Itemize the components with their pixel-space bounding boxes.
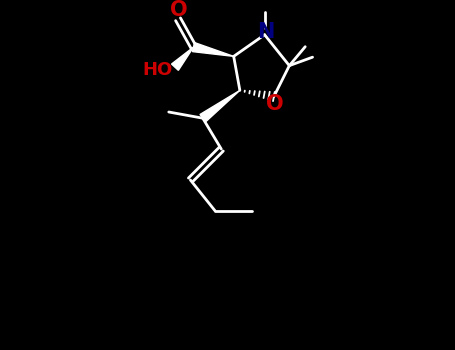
Text: N: N (258, 22, 275, 42)
Text: O: O (170, 0, 187, 20)
Text: HO: HO (143, 61, 173, 79)
Polygon shape (200, 90, 240, 122)
Text: O: O (266, 94, 284, 114)
Polygon shape (172, 47, 193, 70)
Polygon shape (192, 43, 234, 56)
